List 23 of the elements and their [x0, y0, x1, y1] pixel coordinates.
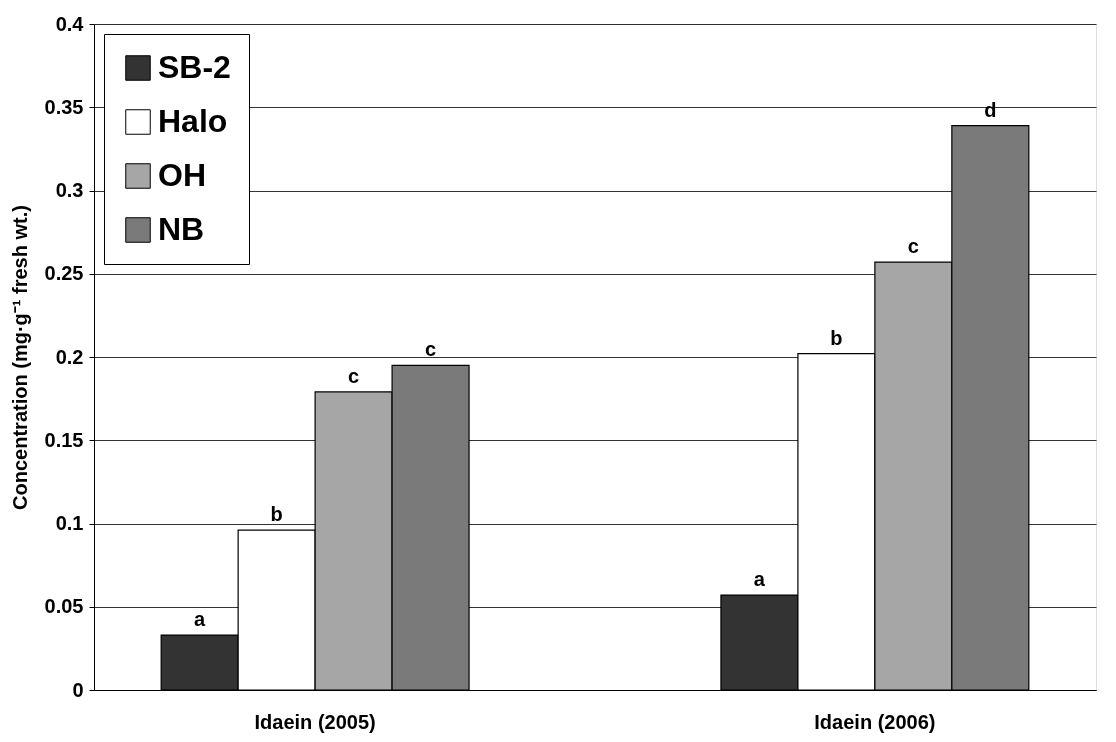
legend-label: SB-2	[158, 49, 231, 85]
data-label: a	[753, 568, 766, 591]
data-label: c	[907, 235, 919, 258]
y-tick-label: 0.05	[44, 595, 84, 618]
y-tick-label: 0.25	[44, 262, 84, 285]
legend-label: Halo	[158, 103, 228, 139]
x-tick-label: Idaein (2006)	[814, 710, 936, 733]
data-label: a	[194, 608, 207, 631]
y-tick-label: 0.1	[55, 512, 84, 534]
y-tick-label: 0.4	[55, 12, 85, 35]
data-label: c	[348, 364, 360, 387]
legend-label: OH	[158, 157, 206, 193]
y-tick-label: 0.2	[55, 345, 84, 368]
x-tick-label: Idaein (2005)	[254, 710, 376, 733]
y-tick-label: 0.15	[44, 428, 84, 451]
y-axis-title: Concentration (mg·g⁻¹ fresh wt.)	[8, 205, 31, 510]
data-label: b	[830, 326, 843, 349]
y-tick-label: 0.3	[55, 179, 84, 201]
legend-label: NB	[158, 211, 205, 247]
data-label: c	[425, 338, 437, 361]
y-tick-label: 0.35	[44, 95, 84, 118]
y-tick-label: 0	[72, 678, 84, 701]
data-label: b	[270, 503, 283, 526]
